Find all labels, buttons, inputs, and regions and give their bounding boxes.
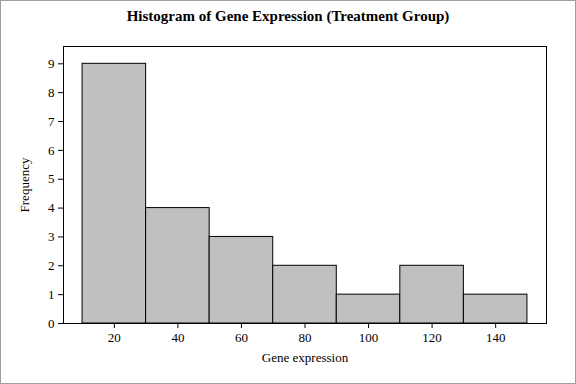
- svg-text:20: 20: [108, 330, 121, 345]
- svg-text:5: 5: [48, 171, 55, 186]
- svg-text:8: 8: [48, 85, 55, 100]
- svg-text:2: 2: [48, 258, 55, 273]
- svg-text:60: 60: [235, 330, 248, 345]
- svg-text:120: 120: [422, 330, 442, 345]
- svg-text:7: 7: [48, 114, 55, 129]
- svg-text:0: 0: [48, 316, 55, 331]
- svg-text:1: 1: [48, 287, 55, 302]
- svg-text:9: 9: [48, 56, 55, 71]
- svg-text:Gene expression: Gene expression: [262, 350, 349, 365]
- svg-text:6: 6: [48, 143, 55, 158]
- svg-text:100: 100: [359, 330, 379, 345]
- svg-text:4: 4: [48, 200, 55, 215]
- svg-text:Frequency: Frequency: [17, 157, 32, 212]
- svg-text:40: 40: [171, 330, 184, 345]
- svg-text:80: 80: [299, 330, 312, 345]
- html-text:Histogram of Gene Expression (: Histogram of Gene Expression (Treatment …: [126, 8, 450, 24]
- svg-text:3: 3: [48, 229, 55, 244]
- svg-text:140: 140: [486, 330, 506, 345]
